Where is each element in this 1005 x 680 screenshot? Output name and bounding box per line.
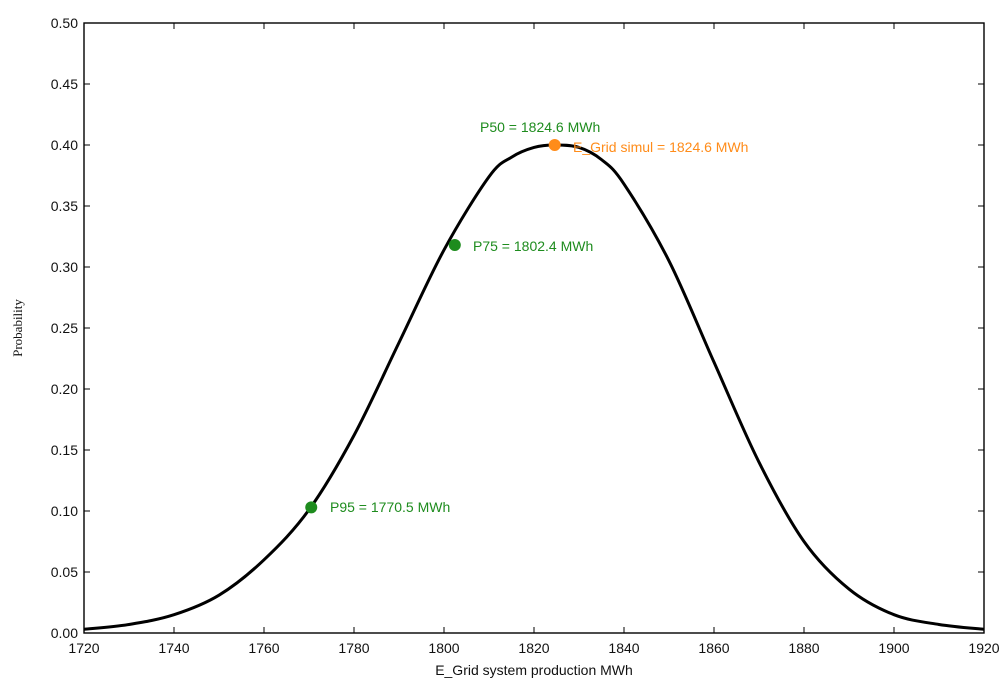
x-tick-label: 1900 [878, 640, 909, 656]
p95-label: P95 = 1770.5 MWh [330, 499, 450, 515]
y-axis-ticks: 0.00 0.05 0.10 0.15 0.20 0.25 0.30 0.35 0.40 0.45… [51, 15, 984, 641]
x-tick-label: 1720 [68, 640, 99, 656]
e-grid-simul-marker [548, 139, 561, 151]
x-tick-label: 1760 [248, 640, 279, 656]
x-tick-label: 1740 [158, 640, 189, 656]
p95-marker [305, 501, 318, 514]
y-tick-label: 0.35 [51, 198, 78, 214]
y-tick-label: 0.15 [51, 442, 78, 458]
x-tick-label: 1860 [698, 640, 729, 656]
x-tick-label: 1800 [428, 640, 459, 656]
x-tick-label: 1820 [518, 640, 549, 656]
x-tick-label: 1780 [338, 640, 369, 656]
e-grid-simul-label: E_Grid simul = 1824.6 MWh [573, 139, 748, 155]
p50-label: P50 = 1824.6 MWh [480, 119, 600, 135]
percentile-markers [305, 139, 561, 514]
p75-label: P75 = 1802.4 MWh [473, 238, 593, 254]
y-tick-label: 0.05 [51, 564, 78, 580]
y-tick-label: 0.40 [51, 137, 78, 153]
plot-frame [83, 22, 985, 634]
x-axis-title: E_Grid system production MWh [435, 662, 633, 678]
distribution-curve [83, 143, 985, 631]
y-tick-label: 0.20 [51, 381, 78, 397]
x-axis-ticks: 1720 1740 1760 1780 1800 1820 1840 1860 1880 1900… [68, 23, 1000, 656]
y-tick-label: 0.30 [51, 259, 78, 275]
p75-marker [448, 239, 461, 252]
y-tick-label: 0.10 [51, 503, 78, 519]
x-tick-label: 1880 [788, 640, 819, 656]
y-tick-label: 0.25 [51, 320, 78, 336]
y-tick-label: 0.50 [51, 15, 78, 31]
x-tick-label: 1920 [968, 640, 999, 656]
y-tick-label: 0.00 [51, 625, 78, 641]
y-tick-label: 0.45 [51, 76, 78, 92]
y-axis-title: Probability [10, 299, 25, 357]
x-tick-label: 1840 [608, 640, 639, 656]
